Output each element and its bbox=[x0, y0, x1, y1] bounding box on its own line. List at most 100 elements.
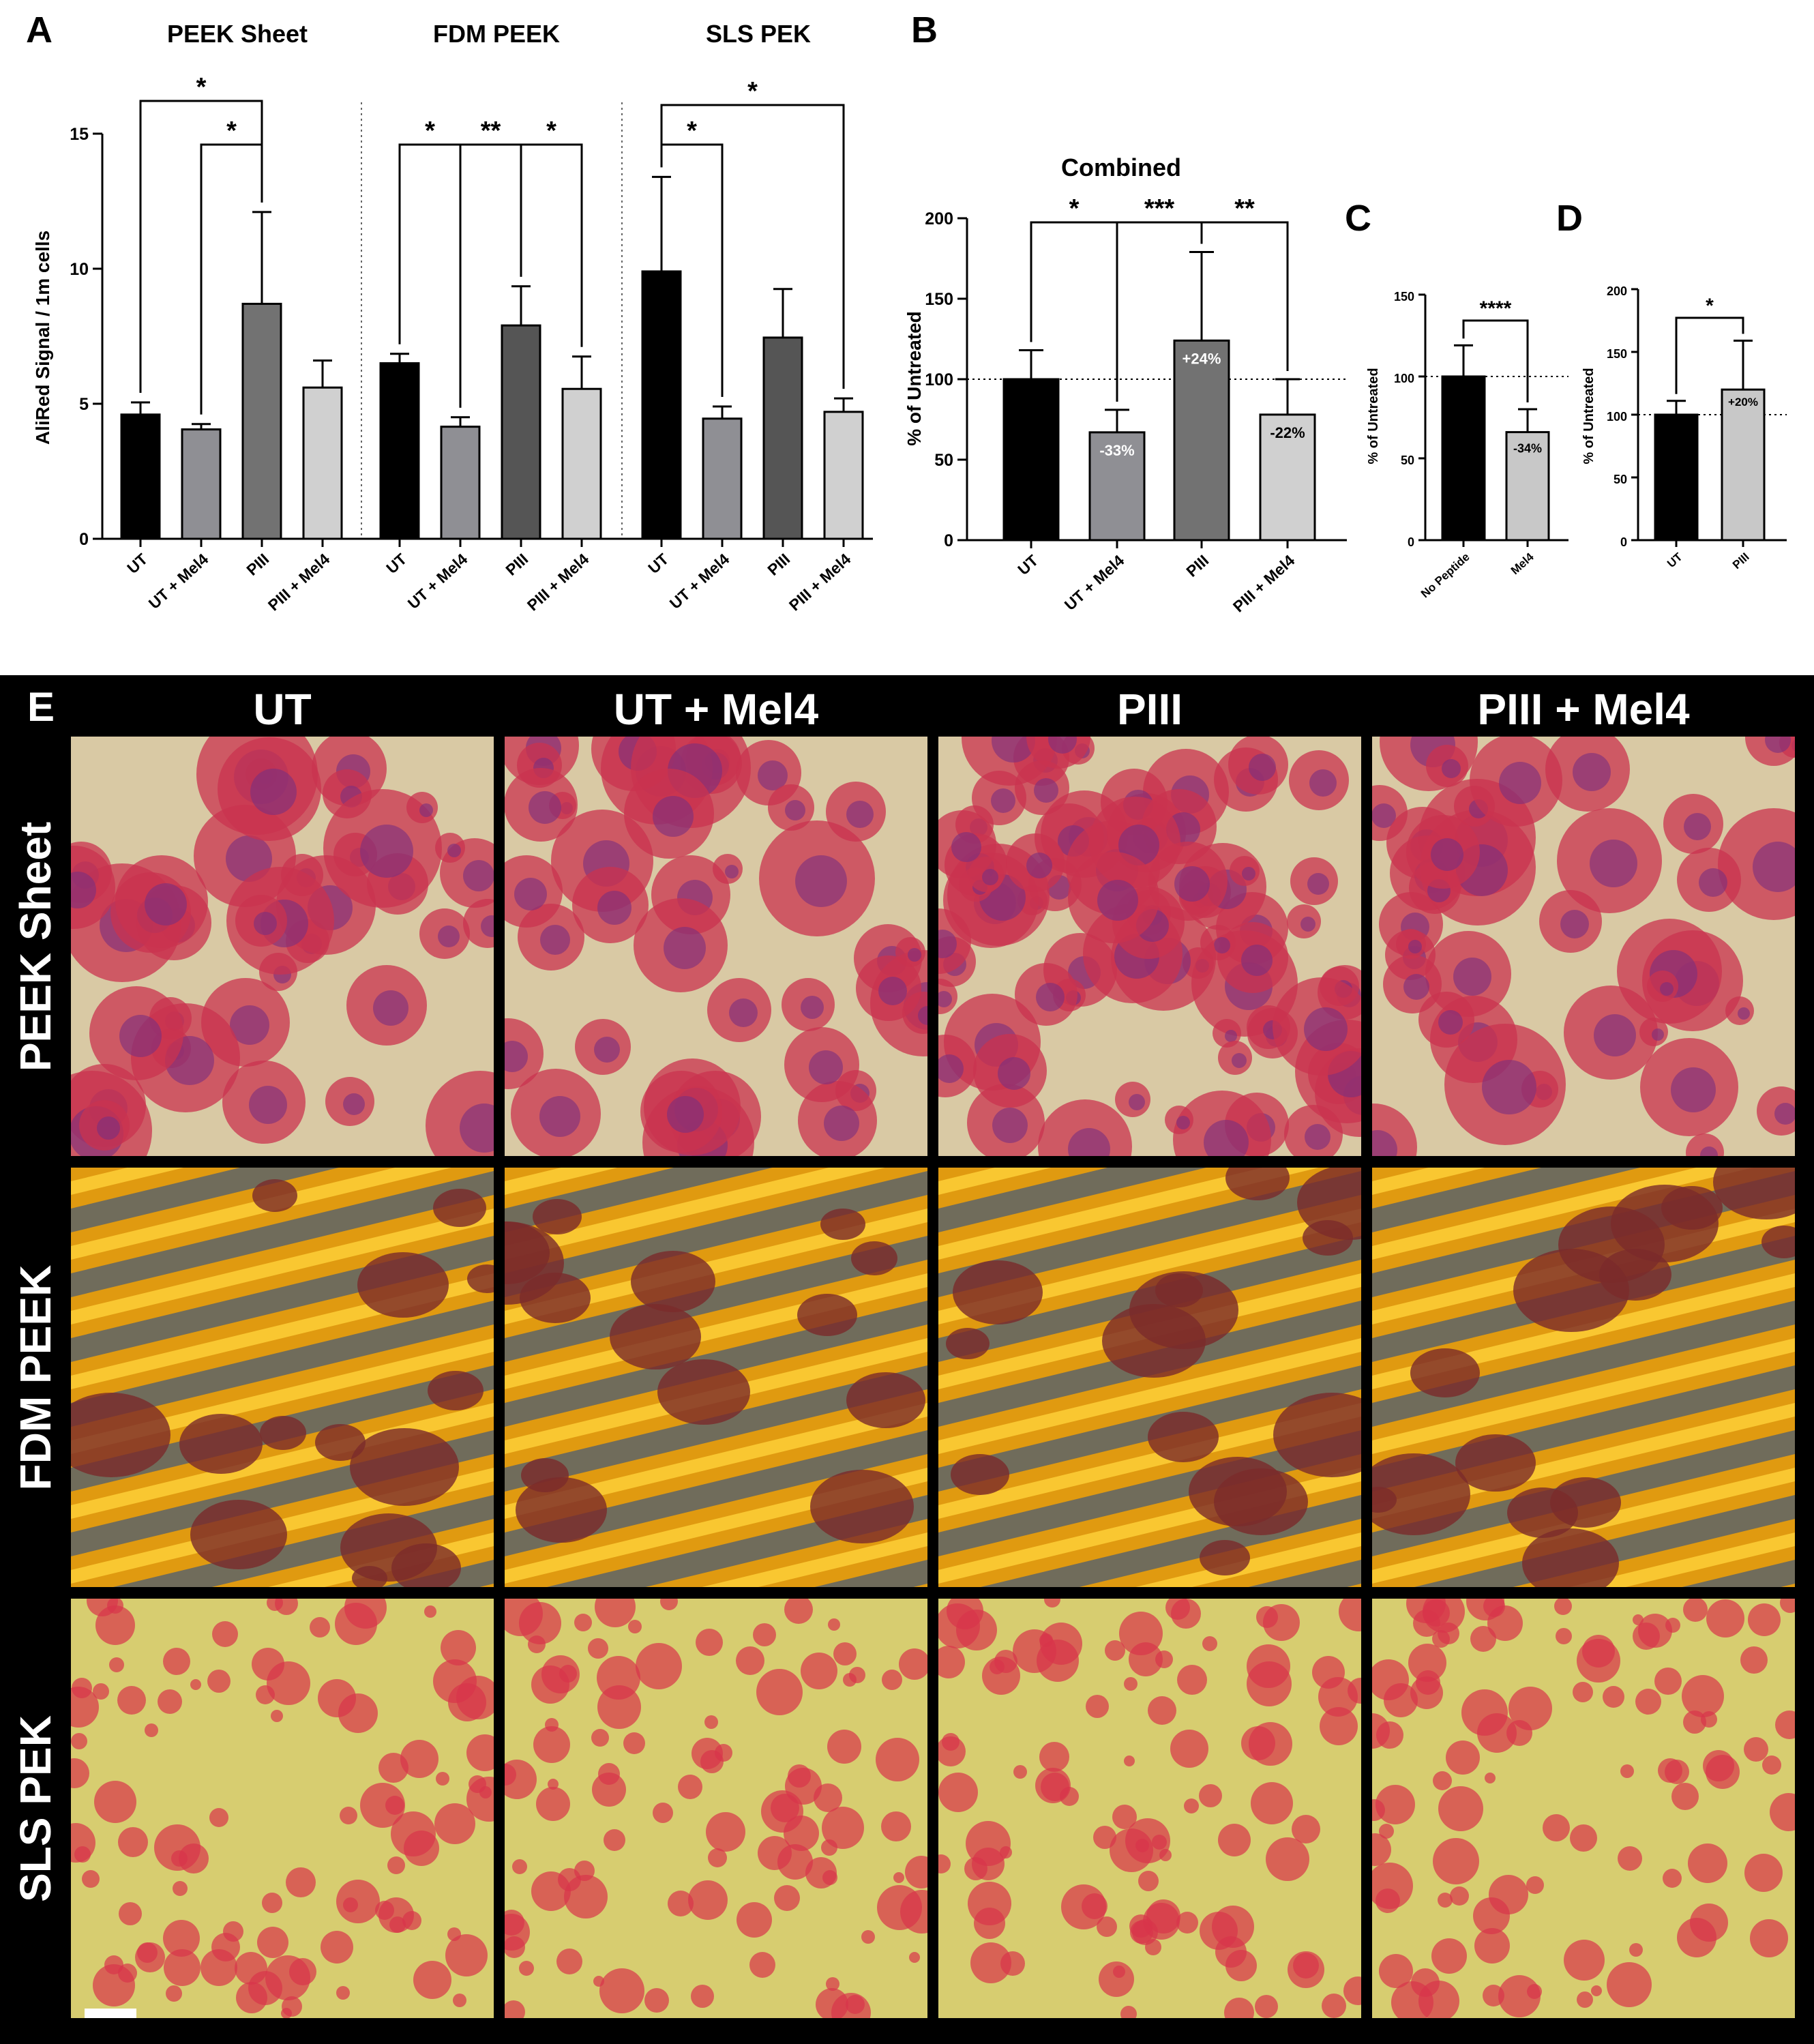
panel-a-sls-ut-piiimel4-sig-label: * bbox=[747, 77, 758, 106]
panel-a-peek-sheet-ut-x-tick-label: UT bbox=[123, 550, 151, 577]
panel-c-mel4-pct-label: -34% bbox=[1513, 442, 1542, 456]
micrograph-sls-pek-ut-mel4 bbox=[505, 1599, 927, 2018]
panel-c-mel4-x-tick-label: Mel4 bbox=[1508, 550, 1536, 577]
panel-a-peek-sheet-piii-x-tick-label: PIII bbox=[243, 550, 272, 578]
panel-a-sls-ut-mel4-sig-bracket bbox=[660, 143, 724, 397]
micro-row-head-peek-sheet: PEEK Sheet bbox=[11, 821, 60, 1071]
panel-d-piii-bar bbox=[1721, 388, 1766, 542]
panel-a-sls-pek-ut-mel4-x-tick-label: UT + Mel4 bbox=[666, 550, 733, 612]
panel-c-y-tick-label: 150 bbox=[1394, 290, 1414, 303]
panel-b-mel4-piii-sig-label: *** bbox=[1144, 194, 1175, 223]
panel-a-y-tick-label: 10 bbox=[70, 260, 89, 279]
panel-c-nopep-mel4-sig-label: **** bbox=[1480, 297, 1512, 320]
panel-a-peek-sheet-mel4-piii-sig-bracket bbox=[200, 143, 263, 415]
panel-a-sls-ut-piiimel4-sig-bracket bbox=[660, 104, 845, 389]
panel-b-piii-mel4-bar bbox=[1259, 413, 1316, 542]
micro-row-head-wrap-1: PEEK Sheet bbox=[0, 737, 71, 1156]
panel-a-group-title-2: FDM PEEK bbox=[433, 20, 560, 48]
micro-row-head-fdm-peek: FDM PEEK bbox=[11, 1264, 60, 1490]
panel-a-fdm-peek-piii-mel4-x-tick-label: PIII + Mel4 bbox=[524, 550, 593, 614]
panel-a-fdm-mel4-piii-sig-label: ** bbox=[481, 117, 501, 145]
panel-d-piii-pct-label: +20% bbox=[1728, 396, 1758, 409]
micrograph-peek-sheet-piii-mel4 bbox=[1372, 737, 1795, 1156]
panel-b-piii-piiimel4-sig-label: ** bbox=[1234, 194, 1255, 223]
panel-b-ut-mel4-x-tick-label: UT + Mel4 bbox=[1061, 551, 1128, 614]
panel-a-fdm-piii-piiimel4-sig-label: * bbox=[546, 117, 556, 145]
panel-a-y-tick-label: 0 bbox=[79, 530, 89, 549]
figure-charts: A B C D AliRed Signal / 1m cells PEEK Sh… bbox=[26, 10, 1787, 616]
panel-letter-d: D bbox=[1556, 198, 1583, 239]
micrograph-sls-pek-piii bbox=[938, 1599, 1361, 2018]
panel-b-y-tick-label: 150 bbox=[925, 290, 953, 309]
panel-a-y-tick-label: 5 bbox=[79, 395, 89, 414]
micrograph-peek-sheet-piii bbox=[938, 737, 1361, 1156]
panel-c-y-tick-label: 50 bbox=[1401, 454, 1414, 467]
panel-b-ut-x-tick-label: UT bbox=[1014, 551, 1041, 578]
micrograph-sls-pek-piii-mel4 bbox=[1372, 1599, 1795, 2018]
panel-a-sls-ut-mel4-sig-label: * bbox=[687, 117, 697, 145]
panel-a-peek-sheet-piii-bar bbox=[241, 302, 282, 540]
panel-d-y-tick-label: 50 bbox=[1614, 473, 1627, 486]
panel-c-chart: % of Untreated 0 50 100 150 No Peptide Mel4 -3… bbox=[1366, 290, 1568, 600]
panel-a-group-title-1: PEEK Sheet bbox=[167, 20, 308, 48]
scale-bar bbox=[85, 2009, 136, 2018]
panel-b-ut-mel4-sig-bracket bbox=[1030, 221, 1118, 402]
panel-letter-b: B bbox=[911, 10, 938, 50]
micrograph-peek-sheet-ut-mel4 bbox=[505, 737, 927, 1156]
panel-letter-e: E bbox=[27, 684, 55, 730]
panel-d-y-tick-label: 150 bbox=[1607, 347, 1627, 361]
panel-letter-a: A bbox=[26, 10, 53, 50]
micro-row-head-wrap-3: SLS PEK bbox=[0, 1599, 71, 2018]
panel-b-y-tick-label: 200 bbox=[925, 209, 953, 228]
panel-a-peek-sheet-mel4-piii-sig-label: * bbox=[226, 117, 237, 145]
panel-letter-c: C bbox=[1345, 198, 1371, 239]
panel-d-y-tick-label: 0 bbox=[1620, 535, 1627, 549]
panel-a-sls-pek-piii-mel4-x-tick-label: PIII + Mel4 bbox=[786, 550, 854, 614]
panel-a-peek-sheet-ut-mel4-bar bbox=[181, 428, 222, 540]
panel-b-title: Combined bbox=[1061, 153, 1181, 181]
panel-a-sls-pek-piii-bar bbox=[762, 336, 803, 540]
micro-row-head-wrap-2: FDM PEEK bbox=[0, 1168, 71, 1587]
panel-a-peek-sheet-piii-mel4-x-tick-label: PIII + Mel4 bbox=[265, 550, 333, 614]
panel-d-ut-piii-sig-bracket bbox=[1675, 316, 1744, 394]
panel-a-peek-sheet-ut-piii-sig-label: * bbox=[196, 73, 207, 102]
panel-a-peek-sheet-piii-mel4-bar bbox=[302, 386, 343, 540]
micrograph-fdm-peek-piii-mel4 bbox=[1372, 1168, 1795, 1587]
micrograph-peek-sheet-ut bbox=[71, 737, 494, 1156]
panel-b-piii-pct-label: +24% bbox=[1183, 350, 1221, 367]
panel-d-chart: % of Untreated 0 50 100 150 200 UT PIII +20% * bbox=[1581, 284, 1787, 572]
panel-c-no-peptide-bar bbox=[1441, 375, 1486, 542]
panel-a-fdm-piii-piiimel4-sig-bracket bbox=[520, 143, 583, 347]
panel-a-fdm-peek-ut-mel4-bar bbox=[440, 426, 481, 540]
panel-a-fdm-peek-piii-mel4-bar bbox=[561, 387, 602, 540]
micro-col-head-piii-mel4: PIII + Mel4 bbox=[1477, 685, 1690, 734]
panel-a-group-title-3: SLS PEK bbox=[706, 20, 811, 48]
panel-b-y-tick-label: 0 bbox=[944, 531, 953, 550]
panel-c-y-tick-label: 100 bbox=[1394, 372, 1414, 385]
micro-row-head-sls-pek: SLS PEK bbox=[11, 1715, 60, 1902]
panel-b-y-tick-label: 50 bbox=[934, 451, 953, 470]
panel-a-chart: AliRed Signal / 1m cells PEEK Sheet FDM … bbox=[32, 20, 873, 614]
panel-a-fdm-peek-ut-bar bbox=[379, 362, 420, 540]
panel-b-piii-bar bbox=[1173, 339, 1230, 542]
panel-a-fdm-ut-mel4-sig-label: * bbox=[425, 117, 435, 145]
micro-col-head-ut-mel4: UT + Mel4 bbox=[613, 685, 819, 734]
panel-d-y-tick-label: 200 bbox=[1607, 284, 1627, 298]
panel-b-ut-mel4-bar bbox=[1088, 431, 1146, 542]
panel-a-sls-pek-ut-x-tick-label: UT bbox=[644, 550, 672, 577]
panel-a-fdm-peek-ut-x-tick-label: UT bbox=[383, 550, 410, 577]
panel-b-chart: Combined % of Untreated 0 50 100 150 200 UT UT… bbox=[904, 153, 1347, 616]
panel-a-ylabel: AliRed Signal / 1m cells bbox=[32, 231, 53, 445]
panel-c-nopep-mel4-sig-bracket bbox=[1462, 319, 1529, 402]
micrograph-sls-pek-ut bbox=[71, 1599, 494, 2018]
panel-a-peek-sheet-ut-mel4-x-tick-label: UT + Mel4 bbox=[145, 550, 212, 612]
panel-a-peek-sheet-ut-bar bbox=[120, 413, 161, 540]
panel-d-ut-bar bbox=[1654, 413, 1699, 542]
panel-d-y-tick-label: 100 bbox=[1607, 410, 1627, 424]
micro-col-head-piii: PIII bbox=[1116, 685, 1183, 734]
panel-a-y-tick-label: 15 bbox=[70, 125, 89, 144]
panel-c-no-peptide-x-tick-label: No Peptide bbox=[1418, 550, 1472, 601]
panel-b-ut-mel4-sig-label: * bbox=[1069, 194, 1080, 223]
panel-b-piii-mel4-x-tick-label: PIII + Mel4 bbox=[1230, 551, 1298, 615]
micrograph-fdm-peek-piii bbox=[938, 1168, 1361, 1587]
